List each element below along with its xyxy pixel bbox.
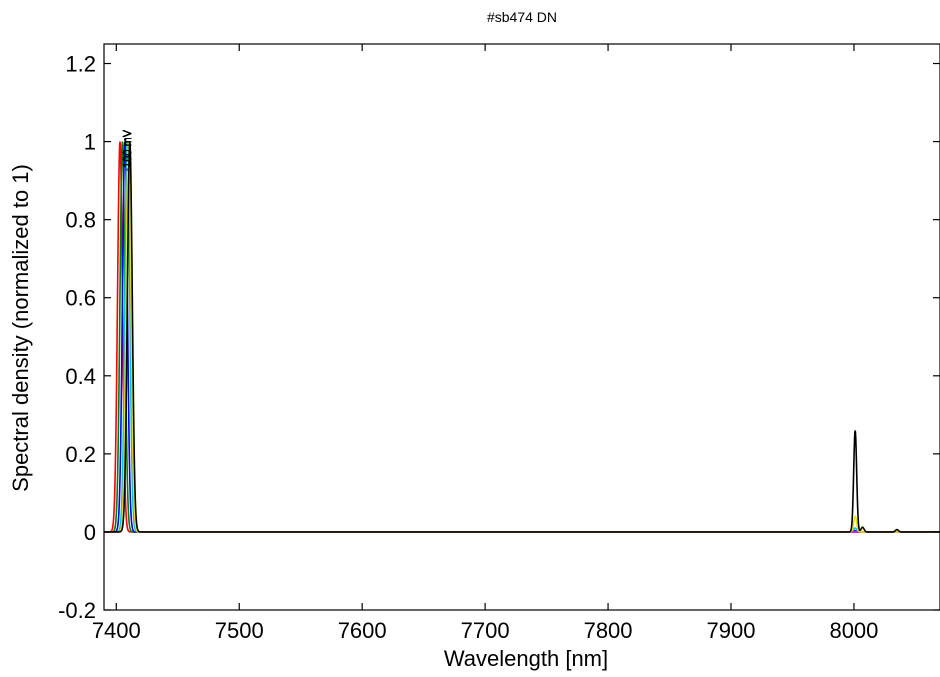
x-tick-label: 7600: [338, 618, 387, 643]
y-tick-label: 1: [84, 130, 96, 155]
series-line-6: [104, 141, 940, 533]
series-line-4: [104, 141, 940, 533]
y-tick-label: 0.8: [65, 208, 96, 233]
y-axis: -0.2 0 0.2 0.4 0.6 0.8 1 1.2: [58, 52, 940, 623]
series-line-3: [104, 141, 940, 533]
y-tick-label: -0.2: [58, 598, 96, 623]
chart-title: #sb474 DN: [487, 9, 557, 25]
peak-label: 150 mV: [123, 129, 135, 168]
x-tick-label: 7800: [584, 618, 633, 643]
y-tick-label: 0.6: [65, 286, 96, 311]
series-line-5: [104, 141, 940, 533]
y-tick-label: 0: [84, 520, 96, 545]
x-tick-label: 7900: [707, 618, 756, 643]
series-line-2: [104, 141, 940, 533]
series-layer: [104, 141, 940, 533]
x-axis: 7400 7500 7600 7700 7800 7900 8000: [92, 44, 878, 643]
peak-label: 100 mV: [122, 129, 134, 168]
y-axis-label: Spectral density (normalized to 1): [8, 164, 33, 492]
y-tick-label: 1.2: [65, 52, 96, 77]
x-tick-label: 7700: [461, 618, 510, 643]
x-tick-label: 7500: [215, 618, 264, 643]
y-tick-label: 0.4: [65, 364, 96, 389]
x-tick-label: 8000: [829, 618, 878, 643]
x-tick-label: 7400: [92, 618, 141, 643]
y-tick-label: 0.2: [65, 442, 96, 467]
plot-frame: [103, 43, 940, 611]
series-line-1: [104, 141, 940, 533]
peak-label: 0 mV: [121, 129, 133, 155]
series-line-0: [104, 141, 940, 533]
x-axis-label: Wavelength [nm]: [444, 646, 608, 671]
peak-label: -100 mV: [121, 129, 133, 171]
